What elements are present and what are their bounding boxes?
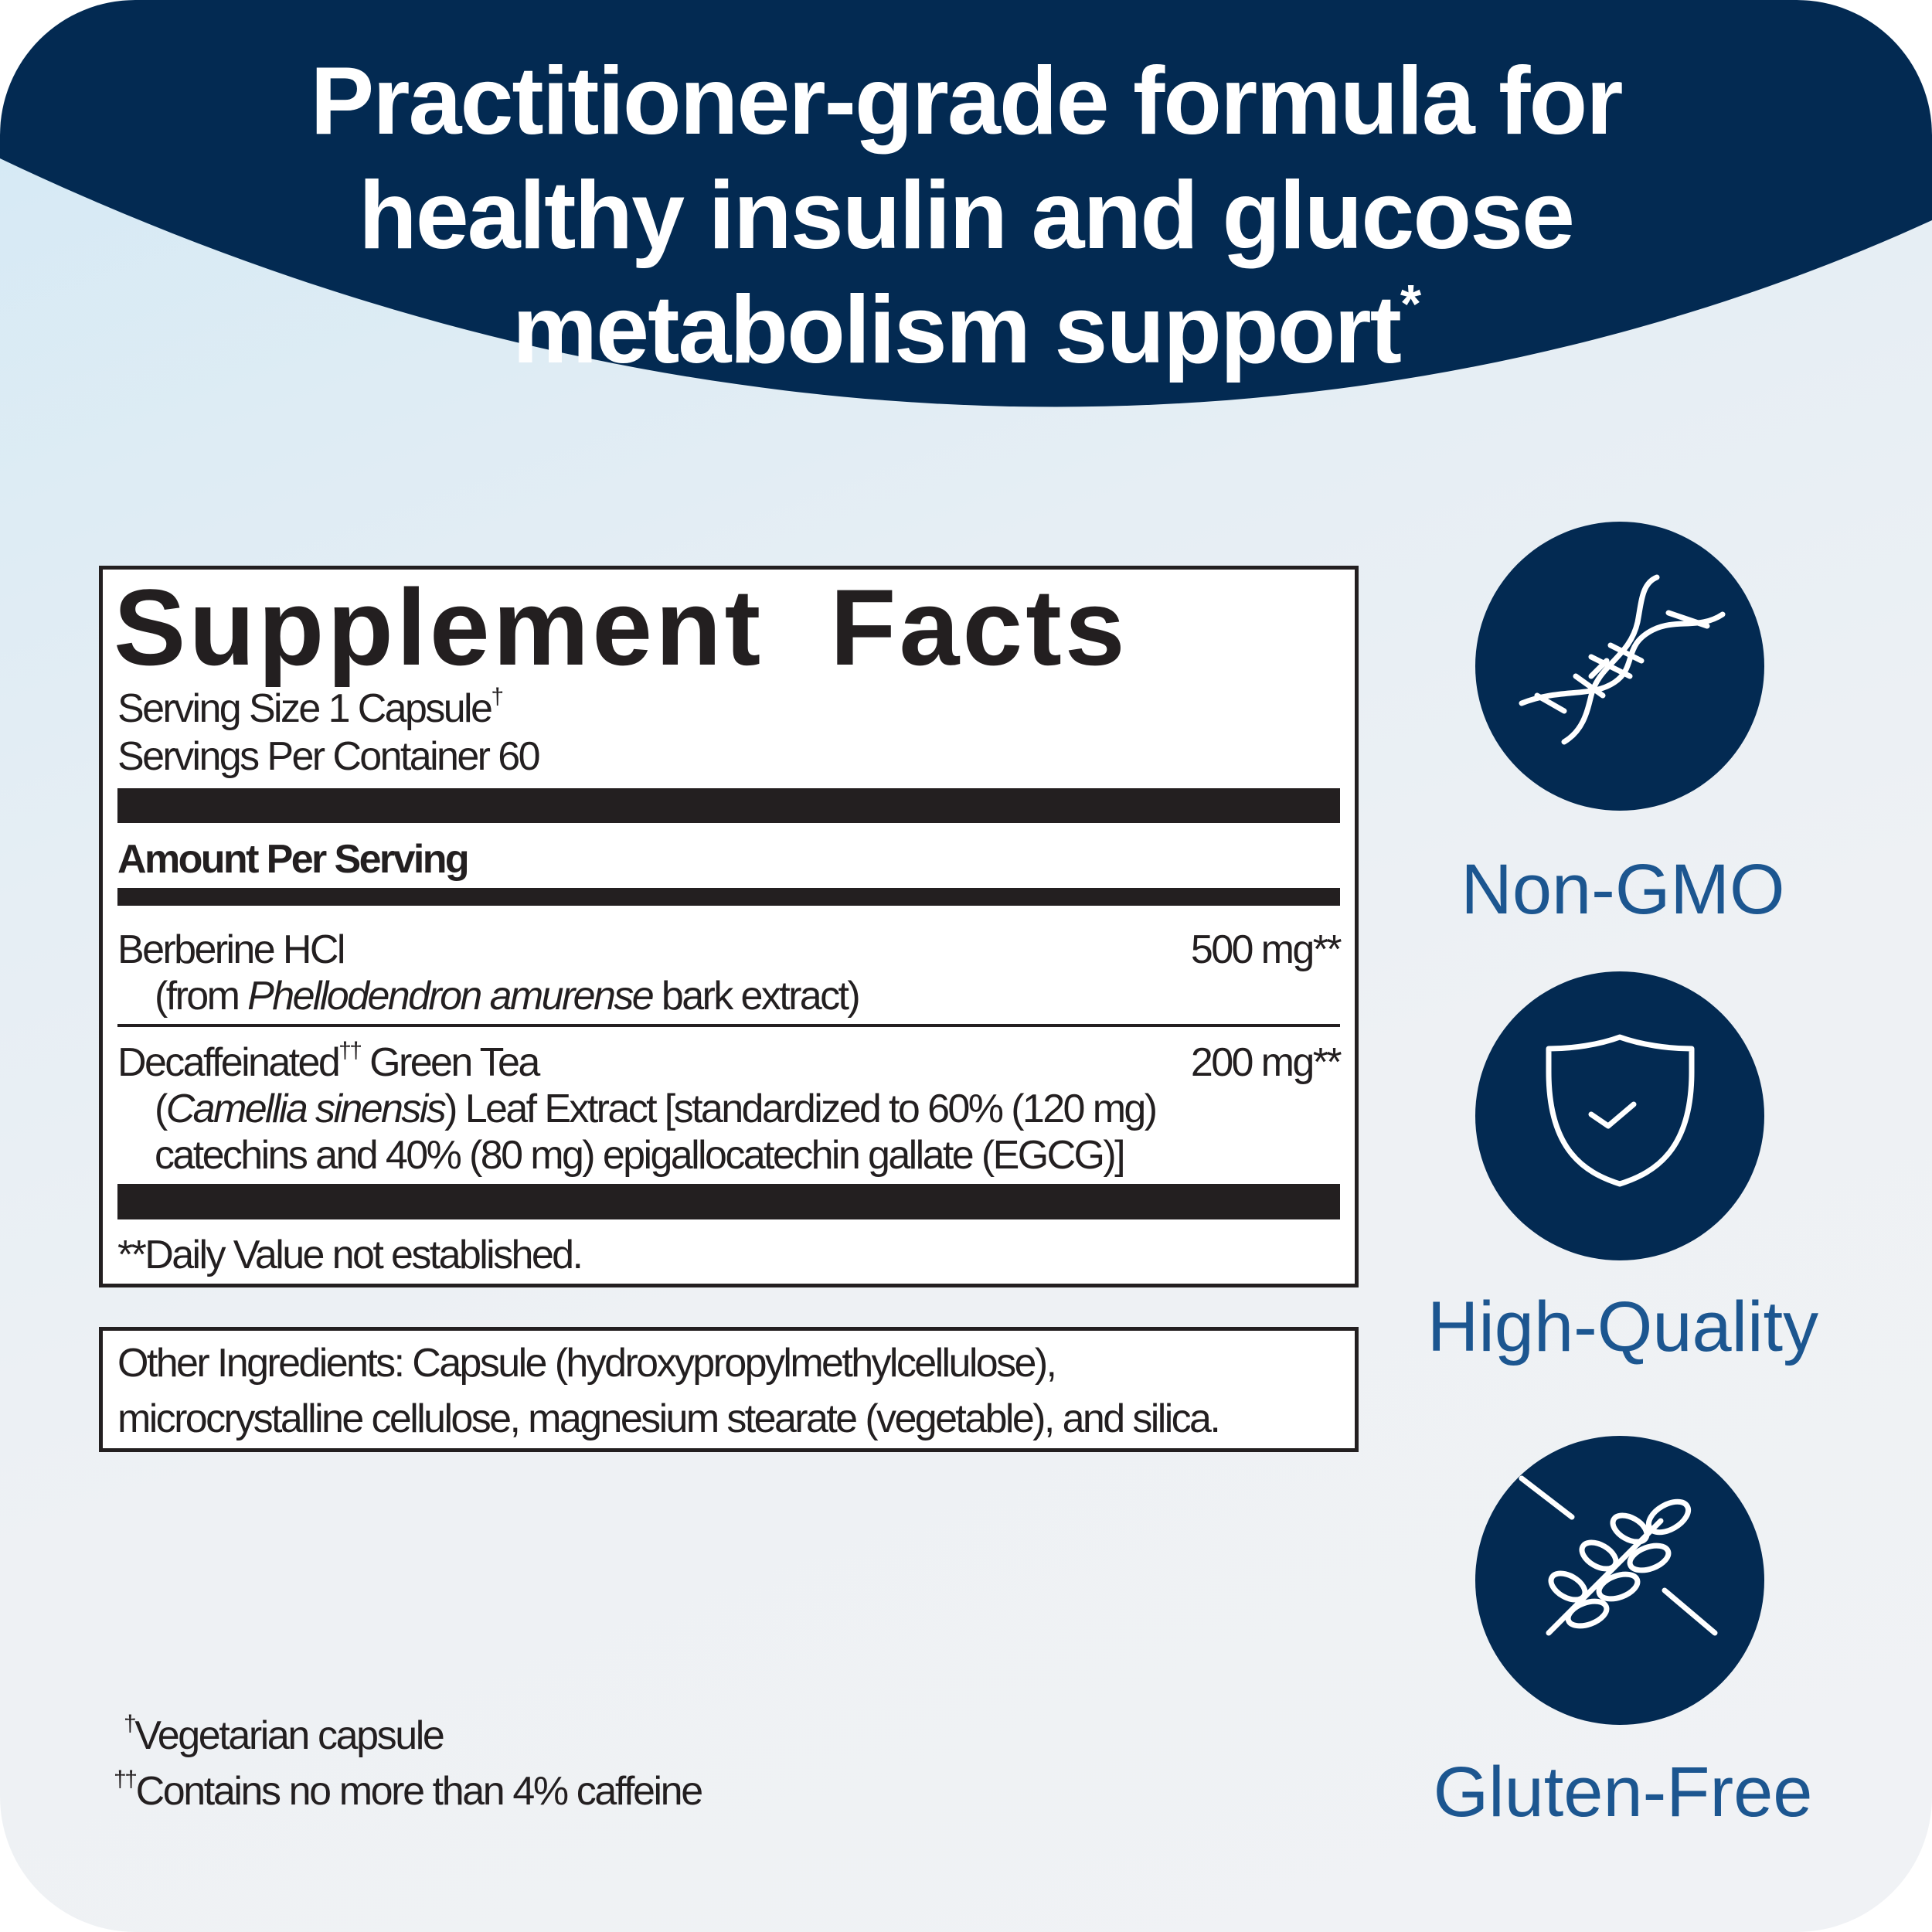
servings-per-container: Servings Per Container 60 — [117, 734, 540, 779]
badge-label: High-Quality — [1427, 1287, 1819, 1366]
wheat-crossed-icon — [1519, 1475, 1718, 1636]
ingredient-detail: (from Phellodendron amurense bark extrac… — [155, 974, 861, 1019]
dna-icon — [1519, 574, 1726, 745]
high-quality-badge — [1475, 971, 1764, 1260]
other-ingredients-line1: Other Ingredients: Capsule (hydroxypropy… — [117, 1341, 1057, 1386]
serving-size: Serving Size 1 Capsule† — [117, 684, 504, 732]
footnote: ††Contains no more than 4% caffeine — [114, 1767, 703, 1815]
headline-line-2: healthy insulin and glucose — [358, 162, 1575, 269]
supplement-facts-panel: Supplement Facts Serving Size 1 Capsule†… — [99, 566, 1359, 1287]
ingredient-name: Decaffeinated†† Green Tea — [117, 1038, 540, 1086]
ingredient-name: Berberine HCl — [117, 927, 345, 972]
divider-medium — [117, 888, 1340, 906]
headline-line-3: metabolism support* — [512, 274, 1421, 383]
divider-thick — [117, 788, 1340, 823]
non-gmo-badge — [1475, 522, 1764, 811]
amount-per-serving-header: Amount Per Serving — [117, 837, 470, 882]
header-banner — [0, 0, 1932, 407]
other-ingredients-line2: microcrystalline cellulose, magnesium st… — [117, 1396, 1221, 1441]
gluten-free-badge — [1475, 1436, 1764, 1725]
ingredient-detail-line2: catechins and 40% (80 mg) epigallocatech… — [155, 1133, 1126, 1178]
other-ingredients-panel: Other Ingredients: Capsule (hydroxypropy… — [99, 1327, 1359, 1452]
badge-label: Gluten-Free — [1433, 1753, 1813, 1832]
divider-thin — [117, 1024, 1340, 1027]
ingredient-amount: 500 mg** — [1190, 927, 1342, 972]
footnote: †Vegetarian capsule — [124, 1711, 445, 1759]
ingredient-detail: (Camellia sinensis) Leaf Extract [standa… — [155, 1087, 1158, 1131]
ingredient-amount: 200 mg** — [1190, 1040, 1342, 1085]
supplement-facts-heading: Supplement Facts — [114, 566, 1128, 688]
headline-line-1: Practitioner-grade formula for — [310, 48, 1624, 155]
badge-label: Non-GMO — [1461, 850, 1785, 929]
daily-value-note: **Daily Value not established. — [117, 1233, 583, 1277]
divider-thick — [117, 1184, 1340, 1219]
shield-check-icon — [1546, 1034, 1695, 1187]
